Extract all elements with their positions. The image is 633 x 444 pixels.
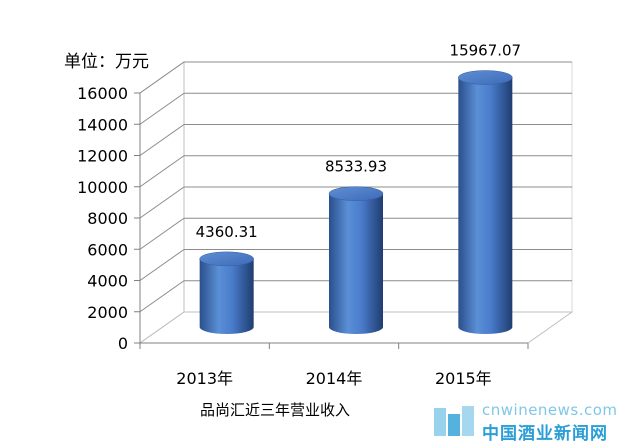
bar-top [328, 186, 384, 201]
bar-top [458, 70, 513, 85]
y-axis-unit-label: 单位：万元 [64, 52, 149, 72]
x-tick-label: 2013年 [176, 369, 233, 388]
watermark: cnwinenews.com 中国酒业新闻网 [432, 401, 632, 444]
y-tick-label: 10000 [77, 178, 128, 197]
site-logo-icon [434, 406, 474, 436]
y-tick-label: 14000 [77, 115, 128, 134]
y-tick-label: 4000 [87, 272, 128, 291]
x-axis-labels: 2013年 2014年 2015年 [139, 343, 529, 388]
y-tick-label: 6000 [87, 240, 128, 259]
gridline [139, 186, 572, 219]
y-tick-label: 16000 [77, 84, 128, 103]
bar: 15967.07 [450, 42, 522, 334]
data-label: 4360.31 [196, 223, 258, 241]
y-tick-label: 12000 [77, 147, 128, 166]
gridline [139, 217, 572, 250]
bar: 8533.93 [325, 158, 387, 334]
gridlines [139, 61, 572, 313]
bar-body [329, 193, 383, 334]
watermark-site-name: 中国酒业新闻网 [482, 424, 608, 444]
watermark-url: cnwinenews.com [482, 401, 618, 419]
x-tick-label: 2014年 [306, 369, 363, 388]
gridline [139, 124, 572, 156]
bar-body [458, 77, 513, 334]
gridline [139, 92, 572, 125]
y-tick-label: 0 [118, 334, 128, 353]
bar-top [199, 251, 254, 267]
gridline [139, 61, 572, 94]
gridline [139, 249, 572, 281]
gridline [139, 280, 572, 313]
y-tick-label: 2000 [87, 303, 128, 322]
chart-caption: 品尚汇近三年营业收入 [200, 401, 351, 419]
gridline [139, 155, 572, 188]
data-label: 15967.07 [450, 42, 522, 60]
bar-body [199, 258, 254, 334]
bar: 4360.31 [196, 223, 258, 334]
data-label: 8533.93 [325, 158, 387, 176]
x-tick-label: 2015年 [435, 369, 492, 388]
bars: 4360.31 8533.93 15967.07 [196, 42, 521, 334]
y-tick-label: 8000 [87, 209, 128, 228]
y-axis-ticks: 0 2000 4000 6000 8000 10000 12000 14000 16000 [77, 84, 528, 353]
